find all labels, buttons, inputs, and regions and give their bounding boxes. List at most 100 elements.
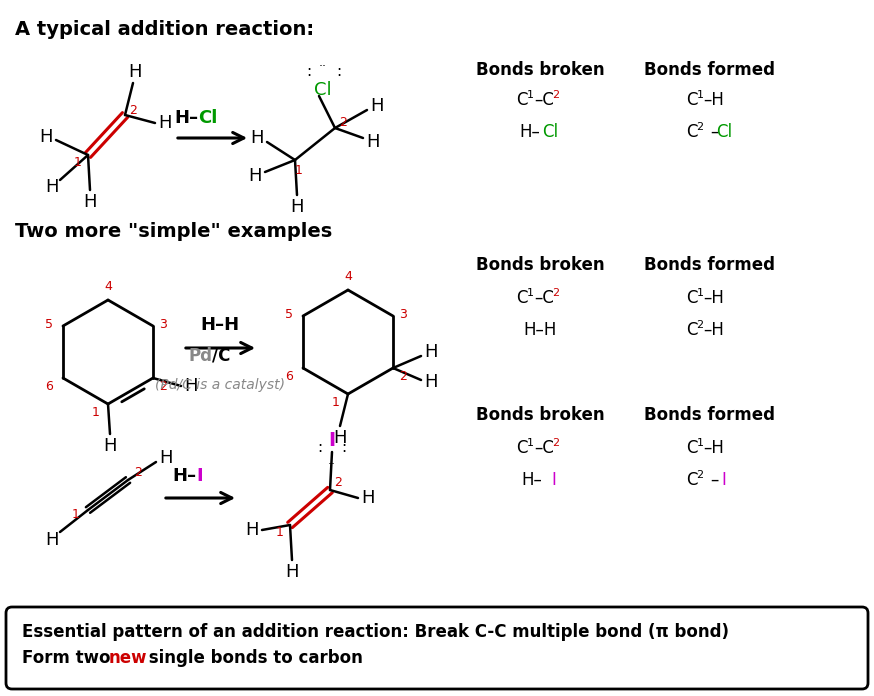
Text: –H: –H xyxy=(704,91,725,109)
Text: Cl: Cl xyxy=(198,109,218,127)
Text: H: H xyxy=(248,167,261,185)
Text: 4: 4 xyxy=(344,269,352,283)
Text: 2: 2 xyxy=(339,116,347,129)
Text: H: H xyxy=(333,429,347,447)
Text: 2: 2 xyxy=(697,122,704,132)
Text: H: H xyxy=(45,178,59,196)
Text: A typical addition reaction:: A typical addition reaction: xyxy=(15,20,314,39)
Text: 1: 1 xyxy=(332,395,340,409)
Text: 2: 2 xyxy=(129,104,137,116)
Text: C: C xyxy=(517,289,528,307)
Text: Cl: Cl xyxy=(314,81,332,99)
Text: 3: 3 xyxy=(159,317,167,331)
Text: C: C xyxy=(517,439,528,457)
Text: 4: 4 xyxy=(104,280,112,292)
Text: ..: .. xyxy=(319,56,327,68)
Text: H–: H– xyxy=(174,109,198,127)
Text: ..: .. xyxy=(328,454,336,466)
Text: 1: 1 xyxy=(295,164,303,177)
Text: C: C xyxy=(686,289,697,307)
Text: 5: 5 xyxy=(285,308,293,320)
Text: 1: 1 xyxy=(526,90,533,100)
Text: H: H xyxy=(424,343,438,361)
Text: I: I xyxy=(329,431,336,450)
Text: I: I xyxy=(551,471,557,489)
Text: H–: H– xyxy=(519,123,540,141)
Text: I: I xyxy=(196,467,203,485)
Text: H–: H– xyxy=(522,471,543,489)
Text: new: new xyxy=(109,649,148,667)
Text: –H: –H xyxy=(704,289,725,307)
Text: Bonds formed: Bonds formed xyxy=(644,406,775,424)
Text: :: : xyxy=(317,441,323,455)
Text: C: C xyxy=(686,439,697,457)
Text: H: H xyxy=(45,531,59,549)
Text: 2: 2 xyxy=(159,379,167,393)
Text: 1: 1 xyxy=(276,526,284,539)
Text: :: : xyxy=(336,65,342,79)
Text: H: H xyxy=(250,129,264,147)
Text: H: H xyxy=(128,63,142,81)
Text: 2: 2 xyxy=(552,438,559,448)
Text: H: H xyxy=(366,133,379,151)
Text: I: I xyxy=(722,471,726,489)
Text: 5: 5 xyxy=(45,317,53,331)
Text: C: C xyxy=(686,91,697,109)
Text: Bonds broken: Bonds broken xyxy=(475,406,604,424)
Text: C: C xyxy=(517,91,528,109)
Text: 2: 2 xyxy=(697,470,704,480)
Text: Bonds broken: Bonds broken xyxy=(475,256,604,274)
Text: –H: –H xyxy=(704,321,725,339)
Text: :: : xyxy=(342,441,347,455)
Text: (Pd/C is a catalyst): (Pd/C is a catalyst) xyxy=(155,378,285,392)
Text: H: H xyxy=(246,521,259,539)
Text: H: H xyxy=(371,97,384,115)
Text: 2: 2 xyxy=(552,90,559,100)
Text: /C: /C xyxy=(212,347,231,365)
Text: 2: 2 xyxy=(697,320,704,330)
Text: C: C xyxy=(686,321,697,339)
Text: 2: 2 xyxy=(134,466,142,479)
Text: 1: 1 xyxy=(697,90,704,100)
Text: Pd: Pd xyxy=(188,347,212,365)
Text: 6: 6 xyxy=(45,379,53,393)
Text: 1: 1 xyxy=(697,288,704,298)
Text: 1: 1 xyxy=(526,438,533,448)
Text: H: H xyxy=(285,563,299,581)
Text: –: – xyxy=(710,471,718,489)
Text: Bonds formed: Bonds formed xyxy=(644,256,775,274)
Text: 2: 2 xyxy=(552,288,559,298)
Text: H: H xyxy=(159,449,173,467)
Text: 1: 1 xyxy=(92,406,100,418)
Text: H–H: H–H xyxy=(524,321,557,339)
Text: 1: 1 xyxy=(72,507,80,521)
Text: H: H xyxy=(39,128,52,146)
Text: H: H xyxy=(158,114,172,132)
Text: C: C xyxy=(686,123,697,141)
Text: –: – xyxy=(710,123,718,141)
Text: 2: 2 xyxy=(334,475,342,489)
Text: H: H xyxy=(361,489,375,507)
Text: H–: H– xyxy=(172,467,196,485)
Text: 3: 3 xyxy=(399,308,407,320)
Text: 6: 6 xyxy=(285,370,293,383)
Text: C: C xyxy=(686,471,697,489)
Text: 1: 1 xyxy=(697,438,704,448)
Text: Bonds formed: Bonds formed xyxy=(644,61,775,79)
Text: H: H xyxy=(184,377,198,395)
Text: H: H xyxy=(103,437,117,455)
FancyBboxPatch shape xyxy=(6,607,868,689)
Text: Two more "simple" examples: Two more "simple" examples xyxy=(15,222,332,241)
Text: 1: 1 xyxy=(526,288,533,298)
Text: –C: –C xyxy=(534,439,554,457)
Text: Bonds broken: Bonds broken xyxy=(475,61,604,79)
Text: 1: 1 xyxy=(74,157,82,170)
Text: Essential pattern of an addition reaction: Break C-C multiple bond (π bond): Essential pattern of an addition reactio… xyxy=(22,623,729,641)
Text: Cl: Cl xyxy=(542,123,558,141)
Text: 2: 2 xyxy=(399,370,407,383)
Text: Cl: Cl xyxy=(716,123,732,141)
Text: H: H xyxy=(83,193,97,211)
Text: H: H xyxy=(424,373,438,391)
Text: –C: –C xyxy=(534,289,554,307)
Text: H–H: H–H xyxy=(200,316,239,334)
